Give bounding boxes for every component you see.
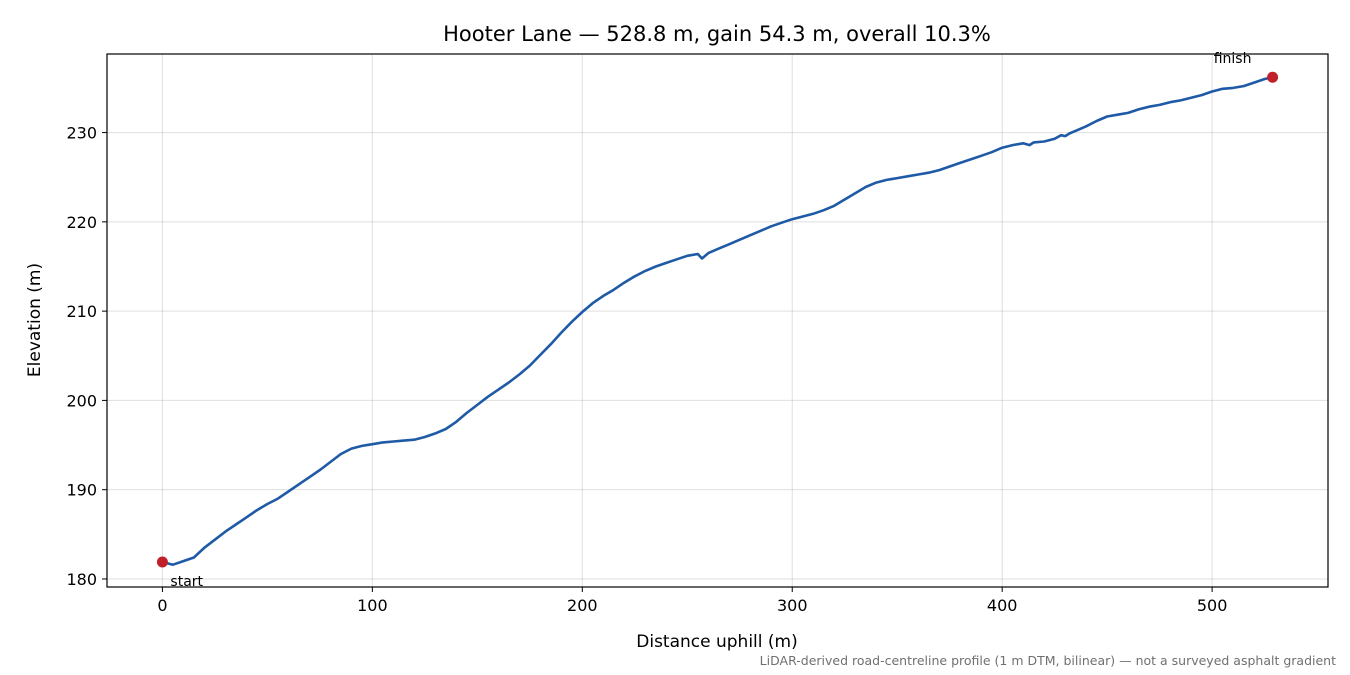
y-axis-title: Elevation (m) (25, 263, 45, 377)
x-tick-label: 500 (1197, 596, 1228, 615)
chart-title: Hooter Lane — 528.8 m, gain 54.3 m, over… (443, 22, 991, 46)
footnote: LiDAR-derived road-centreline profile (1… (760, 653, 1336, 668)
y-tick-label: 190 (66, 481, 97, 500)
start-marker (156, 556, 168, 568)
plot-frame (106, 53, 1329, 588)
y-tick-label: 210 (66, 302, 97, 321)
ticks: 0 100 200 300 400 500 180 190 200 210 220 230 (66, 124, 1227, 615)
y-tick-label: 200 (66, 391, 97, 410)
markers: start finish (156, 51, 1279, 590)
finish-marker (1267, 71, 1279, 83)
x-axis-title: Distance uphill (m) (636, 632, 797, 652)
x-tick-label: 0 (157, 596, 167, 615)
y-tick-label: 220 (66, 213, 97, 232)
y-tick-label: 230 (66, 124, 97, 143)
x-tick-label: 100 (357, 596, 388, 615)
x-tick-label: 400 (987, 596, 1018, 615)
series-layer (161, 75, 1274, 567)
elevation-series-line (161, 75, 1274, 567)
x-tick-label: 200 (567, 596, 598, 615)
finish-label: finish (1214, 51, 1252, 67)
x-tick-label: 300 (777, 596, 808, 615)
start-label: start (170, 574, 203, 590)
y-tick-label: 180 (66, 570, 97, 589)
grid (107, 54, 1328, 587)
